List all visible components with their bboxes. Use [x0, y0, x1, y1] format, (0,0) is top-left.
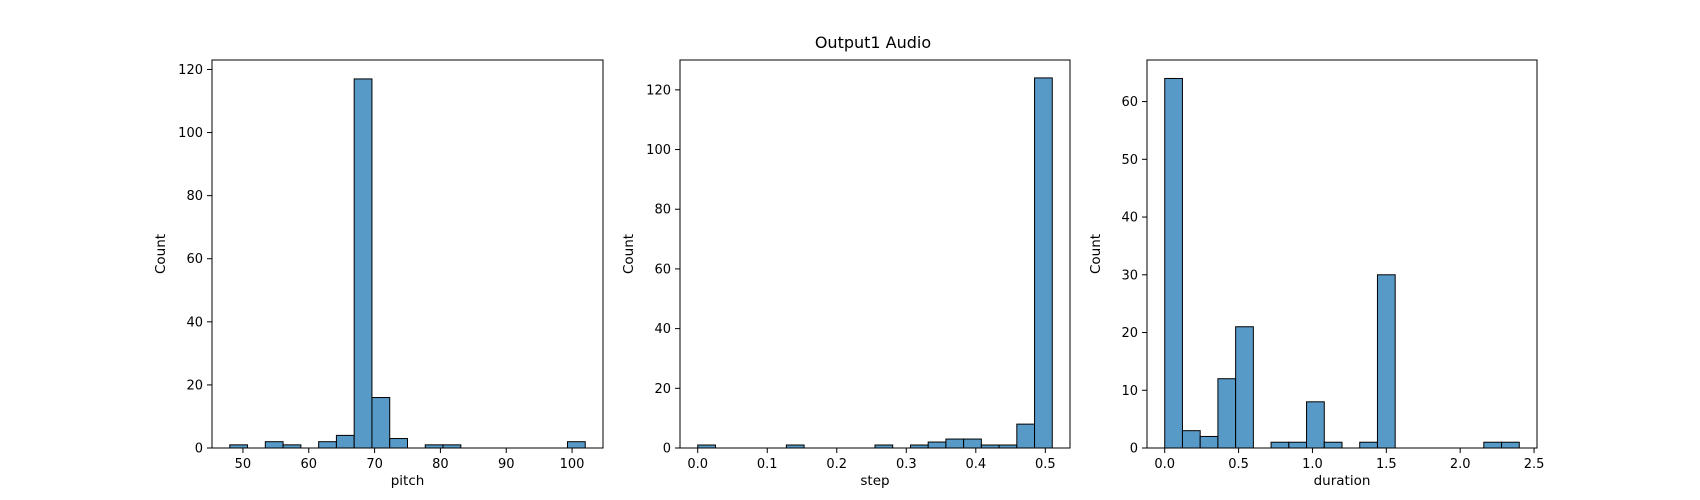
y-tick-label: 40 [186, 315, 203, 330]
y-tick-label: 0 [1130, 442, 1138, 457]
x-tick-label: 70 [366, 457, 383, 472]
histogram-bar [566, 441, 586, 449]
y-tick-label: 20 [654, 382, 671, 397]
y-tick-label: 30 [1121, 268, 1138, 283]
x-tick-label: 1.5 [1376, 457, 1397, 472]
axes-frame [211, 59, 604, 449]
chart-panel-duration: 0.0 0.5 1.0 1.5 2.0 2.5 0 10 20 30 40 50 60 duration C… [1088, 59, 1545, 489]
y-tick-label: 60 [654, 262, 671, 277]
histogram-bar [1359, 441, 1378, 449]
histogram-bar [1306, 401, 1325, 449]
x-tick-label: 1.0 [1302, 457, 1323, 472]
x-tick-label: 2.5 [1524, 457, 1545, 472]
x-tick-label: 80 [432, 457, 449, 472]
y-tick-label: 40 [1121, 211, 1138, 226]
x-tick-label: 0.0 [1154, 457, 1175, 472]
x-axis-label: step [860, 473, 889, 489]
y-axis-label: Count [153, 234, 169, 274]
histogram-bar [1199, 435, 1219, 449]
y-tick-label: 0 [663, 442, 671, 457]
x-tick-label: 90 [498, 457, 515, 472]
histogram-bar [945, 438, 965, 449]
y-tick-label: 100 [178, 126, 203, 141]
histogram-bar [1483, 441, 1503, 449]
x-tick-label: 2.0 [1450, 457, 1471, 472]
histogram-bar [1270, 441, 1290, 449]
histogram-bar [1376, 274, 1396, 449]
y-axis-label: Count [1088, 234, 1104, 274]
histogram-bar [1016, 423, 1036, 449]
histogram-bar [353, 78, 373, 449]
histogram-bar [1235, 326, 1254, 449]
histogram-bar [927, 441, 947, 449]
y-tick-label: 60 [186, 252, 203, 267]
x-tick-label: 0.2 [826, 457, 847, 472]
histogram-bar [1323, 441, 1343, 449]
x-tick-label: 0.5 [1035, 457, 1056, 472]
histogram-bar [318, 441, 337, 449]
x-tick-label: 0.1 [757, 457, 778, 472]
y-tick-label: 100 [646, 143, 671, 158]
histogram-bar [1164, 77, 1183, 449]
x-tick-label: 0.4 [965, 457, 986, 472]
y-tick-label: 0 [195, 442, 203, 457]
x-axis-label: duration [1314, 473, 1371, 489]
y-tick-label: 40 [654, 322, 671, 337]
x-tick-label: 100 [560, 457, 585, 472]
histogram-bar [389, 438, 408, 449]
histogram-bar [1181, 430, 1201, 449]
y-axis-label: Count [621, 234, 637, 274]
x-tick-label: 60 [300, 457, 317, 472]
y-tick-label: 80 [186, 189, 203, 204]
histogram-bar [1217, 378, 1237, 449]
x-tick-label: 0.3 [896, 457, 917, 472]
histogram-bar [1501, 441, 1520, 449]
histogram-bar [335, 434, 355, 449]
x-tick-label: 0.0 [687, 457, 708, 472]
axes-frame [679, 59, 1071, 449]
panels: 50 60 70 80 90 100020406080100120pitchCount0.… [153, 59, 1545, 489]
histogram-bar [963, 438, 982, 449]
histogram-bar [264, 441, 284, 449]
x-axis-label: pitch [391, 473, 425, 489]
y-tick-label: 120 [178, 63, 203, 78]
y-tick-label: 120 [646, 83, 671, 98]
y-tick-label: 10 [1121, 384, 1138, 399]
y-tick-label: 50 [1121, 153, 1138, 168]
axes-frame [1146, 59, 1538, 449]
histogram-bar [371, 397, 391, 449]
y-tick-label: 60 [1121, 95, 1138, 110]
x-tick-label: 0.5 [1228, 457, 1249, 472]
y-tick-label: 80 [654, 203, 671, 218]
chart-panel-step: 0.0 0.1 0.2 0.3 0.4 0.5 0 20 40 60 80 100 120 step Cou… [621, 59, 1071, 489]
y-tick-label: 20 [1121, 326, 1138, 341]
chart-panel-pitch: 50 60 70 80 90 100 0 20 40 60 80 100 120 pitch Count [153, 59, 604, 489]
figure-title: Output1 Audio [815, 33, 931, 52]
histogram-bar [1288, 441, 1308, 449]
x-tick-label: 50 [235, 457, 252, 472]
histogram-bar [1034, 77, 1053, 449]
y-tick-label: 20 [186, 378, 203, 393]
